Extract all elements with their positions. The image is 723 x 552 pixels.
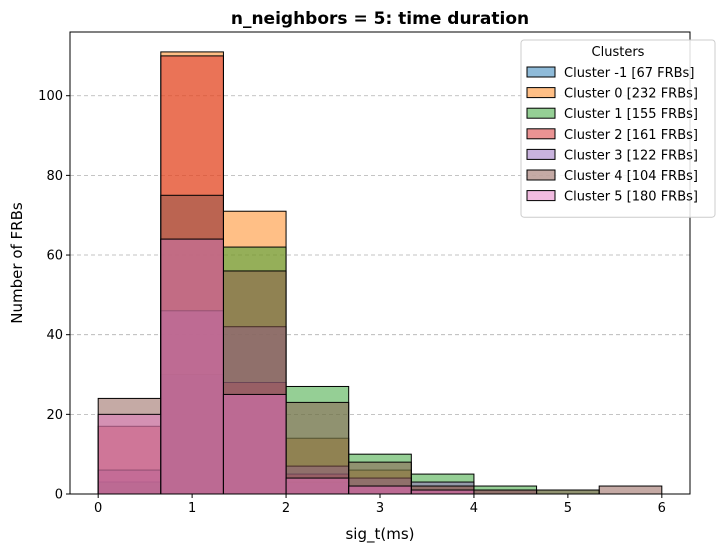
legend-swatch [526, 190, 556, 202]
x-tick-label: 3 [376, 501, 384, 516]
legend-swatch [526, 148, 556, 160]
histogram-bar [536, 489, 600, 495]
legend-title: Clusters [592, 45, 645, 60]
legend-label: Cluster 0 [232 FRBs] [564, 87, 698, 102]
x-tick-label: 2 [282, 501, 290, 516]
legend-label: Cluster 5 [180 FRBs] [564, 190, 698, 205]
gridlines [70, 95, 690, 415]
legend-swatch [526, 66, 556, 78]
legend-swatch [526, 107, 556, 119]
legend-label: Cluster 3 [122 FRBs] [564, 148, 698, 163]
histogram-bar [598, 485, 663, 495]
histogram-bar [285, 477, 350, 495]
series-cluster5 [97, 238, 475, 495]
histogram-bar [97, 413, 162, 495]
x-tick-label: 5 [564, 501, 572, 516]
x-axis-ticks: 0 1 2 3 4 5 6 [94, 494, 666, 516]
legend-box [520, 39, 716, 218]
legend-label: Cluster 1 [155 FRBs] [564, 107, 698, 122]
y-axis-ticks: 0 20 40 60 80 100 [38, 89, 70, 503]
y-axis-label: Number of FRBs [8, 202, 26, 324]
legend-swatch [526, 87, 556, 99]
legend: Clusters Cluster -1 [67 FRBs] Cluster 0 [… [520, 39, 716, 218]
x-tick-label: 0 [94, 501, 102, 516]
histogram-bar [410, 489, 475, 495]
y-tick-label: 80 [46, 169, 63, 184]
histogram-bar [348, 485, 412, 495]
y-tick-label: 100 [38, 89, 63, 104]
y-tick-label: 20 [46, 408, 63, 423]
x-tick-label: 1 [188, 501, 196, 516]
bars [97, 51, 663, 495]
y-tick-label: 40 [46, 328, 63, 343]
legend-swatch [526, 169, 556, 181]
legend-label: Cluster 2 [161 FRBs] [564, 128, 698, 143]
x-tick-label: 6 [658, 501, 666, 516]
legend-swatch [526, 128, 556, 140]
x-tick-label: 4 [470, 501, 478, 516]
histogram-bar [160, 238, 224, 495]
y-tick-label: 0 [55, 488, 63, 503]
histogram-bar [222, 393, 287, 495]
y-tick-label: 60 [46, 249, 63, 264]
legend-label: Cluster 4 [104 FRBs] [564, 169, 698, 184]
chart-title: n_neighbors = 5: time duration [231, 9, 529, 29]
legend-label: Cluster -1 [67 FRBs] [564, 66, 694, 81]
x-axis-label: sig_t(ms) [345, 525, 414, 544]
histogram-bar [473, 489, 538, 495]
